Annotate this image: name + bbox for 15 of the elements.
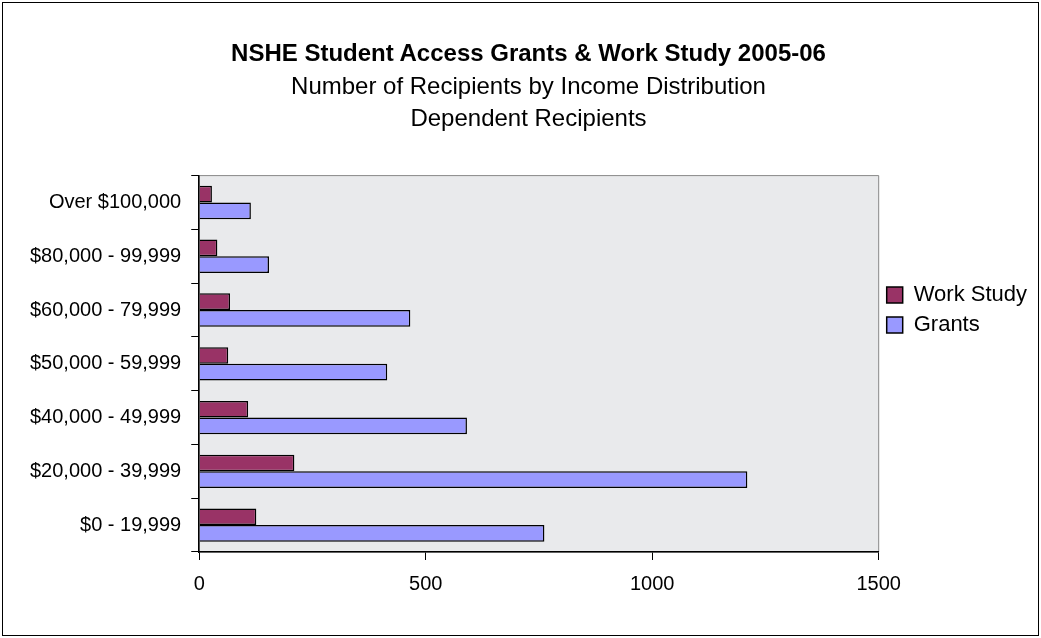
y-tick-label: Over $100,000 bbox=[48, 190, 182, 212]
x-tick-label: 1500 bbox=[856, 571, 901, 594]
x-tick-label: 1000 bbox=[629, 571, 675, 594]
y-tick-label: $20,000 - 39,999 bbox=[29, 458, 182, 481]
y-tick-label: $0 - 19,999 bbox=[80, 512, 182, 535]
y-tick-label: $80,000 - 99,999 bbox=[29, 243, 182, 266]
chart-subtitle: Number of Recipients by Income Distribution Dependent Recipients bbox=[291, 71, 766, 132]
chart-title: NSHE Student Access Grants & Work Study 2005-06 bbox=[231, 39, 826, 67]
y-tick-label: $60,000 - 79,999 bbox=[29, 297, 182, 320]
x-tick-label: 500 bbox=[409, 571, 443, 594]
x-tick-label: 0 bbox=[193, 571, 205, 594]
legend-label: Work Study bbox=[913, 281, 1028, 307]
y-tick-label: $40,000 - 49,999 bbox=[29, 405, 182, 428]
y-tick-label: $50,000 - 59,999 bbox=[29, 351, 182, 374]
legend-label: Grants bbox=[913, 311, 980, 337]
